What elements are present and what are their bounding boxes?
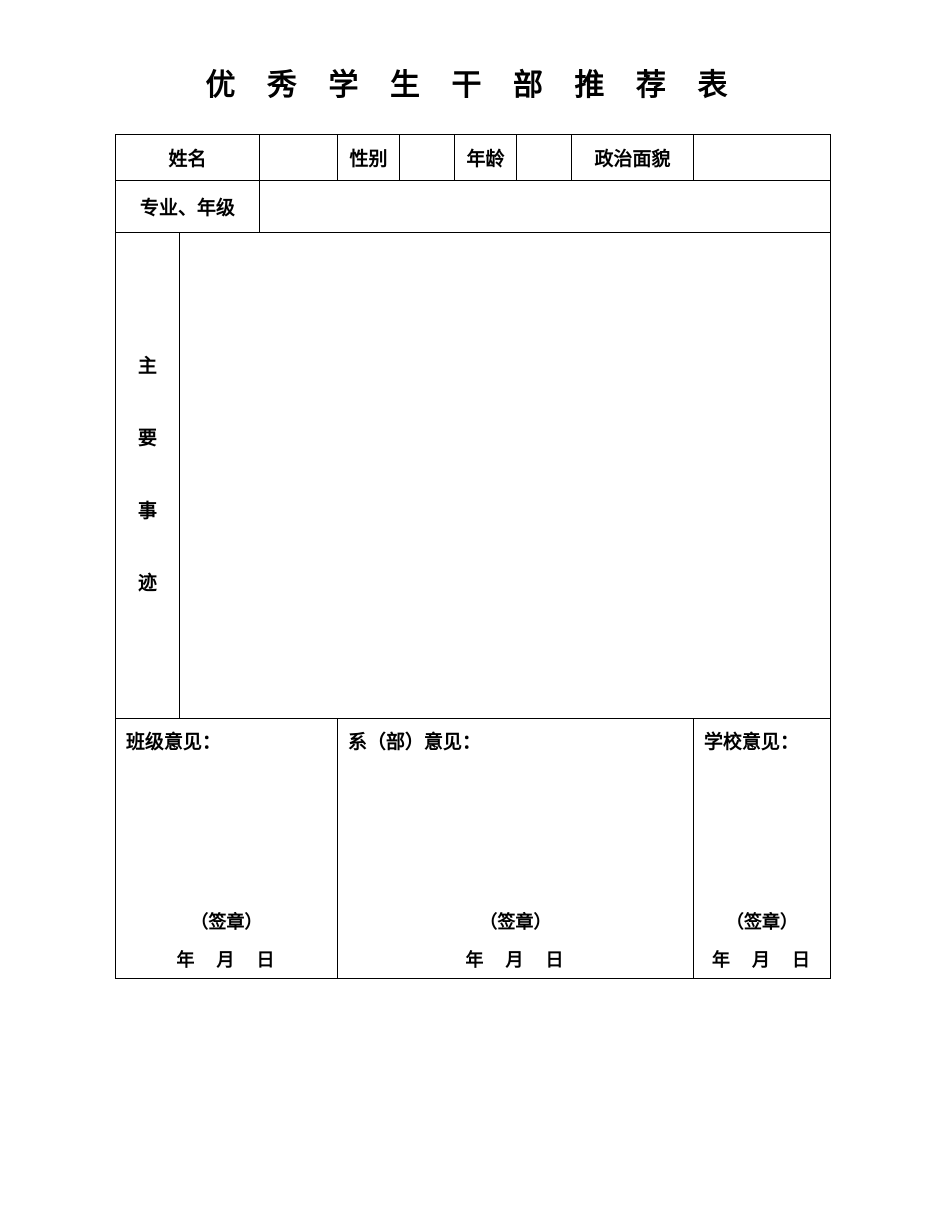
school-opinion-date: 年 月 日 (694, 946, 830, 972)
cell-school-opinion[interactable]: 学校意见： （签章） 年 月 日 (694, 719, 831, 979)
dept-opinion-date: 年 月 日 (338, 946, 693, 972)
label-name: 姓名 (116, 135, 260, 181)
value-name[interactable] (260, 135, 338, 181)
dept-opinion-header: 系（部）意见： (348, 727, 683, 754)
school-opinion-signature: （签章） (694, 908, 830, 934)
document-title: 优 秀 学 生 干 部 推 荐 表 (115, 60, 830, 104)
class-opinion-signature: （签章） (116, 908, 337, 934)
recommendation-form-table: 姓名 性别 年龄 政治面貌 专业、年级 主 要 事 迹 (115, 134, 831, 979)
dept-opinion-block: 系（部）意见： （签章） 年 月 日 (338, 719, 693, 978)
value-political-status[interactable] (694, 135, 831, 181)
value-major-grade[interactable] (260, 181, 831, 233)
value-gender[interactable] (400, 135, 455, 181)
label-age: 年龄 (455, 135, 517, 181)
label-political-status: 政治面貌 (572, 135, 694, 181)
deeds-char-1: 主 (116, 331, 179, 403)
value-main-deeds[interactable] (180, 233, 831, 719)
page: 优 秀 学 生 干 部 推 荐 表 姓名 性别 年龄 政治面貌 (0, 0, 945, 1223)
class-opinion-date: 年 月 日 (116, 946, 337, 972)
label-major-grade: 专业、年级 (116, 181, 260, 233)
label-main-deeds: 主 要 事 迹 (116, 233, 180, 719)
deeds-char-2: 要 (116, 403, 179, 475)
cell-class-opinion[interactable]: 班级意见： （签章） 年 月 日 (116, 719, 338, 979)
row-main-deeds: 主 要 事 迹 (116, 233, 831, 719)
row-major-grade: 专业、年级 (116, 181, 831, 233)
cell-dept-opinion[interactable]: 系（部）意见： （签章） 年 月 日 (338, 719, 694, 979)
class-opinion-block: 班级意见： （签章） 年 月 日 (116, 719, 337, 978)
school-opinion-header: 学校意见： (704, 727, 820, 754)
row-basic-info: 姓名 性别 年龄 政治面貌 (116, 135, 831, 181)
deeds-char-3: 事 (116, 476, 179, 548)
class-opinion-header: 班级意见： (126, 727, 327, 754)
school-opinion-block: 学校意见： （签章） 年 月 日 (694, 719, 830, 978)
dept-opinion-signature: （签章） (338, 908, 693, 934)
label-gender: 性别 (338, 135, 400, 181)
row-opinions: 班级意见： （签章） 年 月 日 系（部）意见： （签章） 年 月 日 学校意见… (116, 719, 831, 979)
value-age[interactable] (517, 135, 572, 181)
deeds-char-4: 迹 (116, 548, 179, 620)
